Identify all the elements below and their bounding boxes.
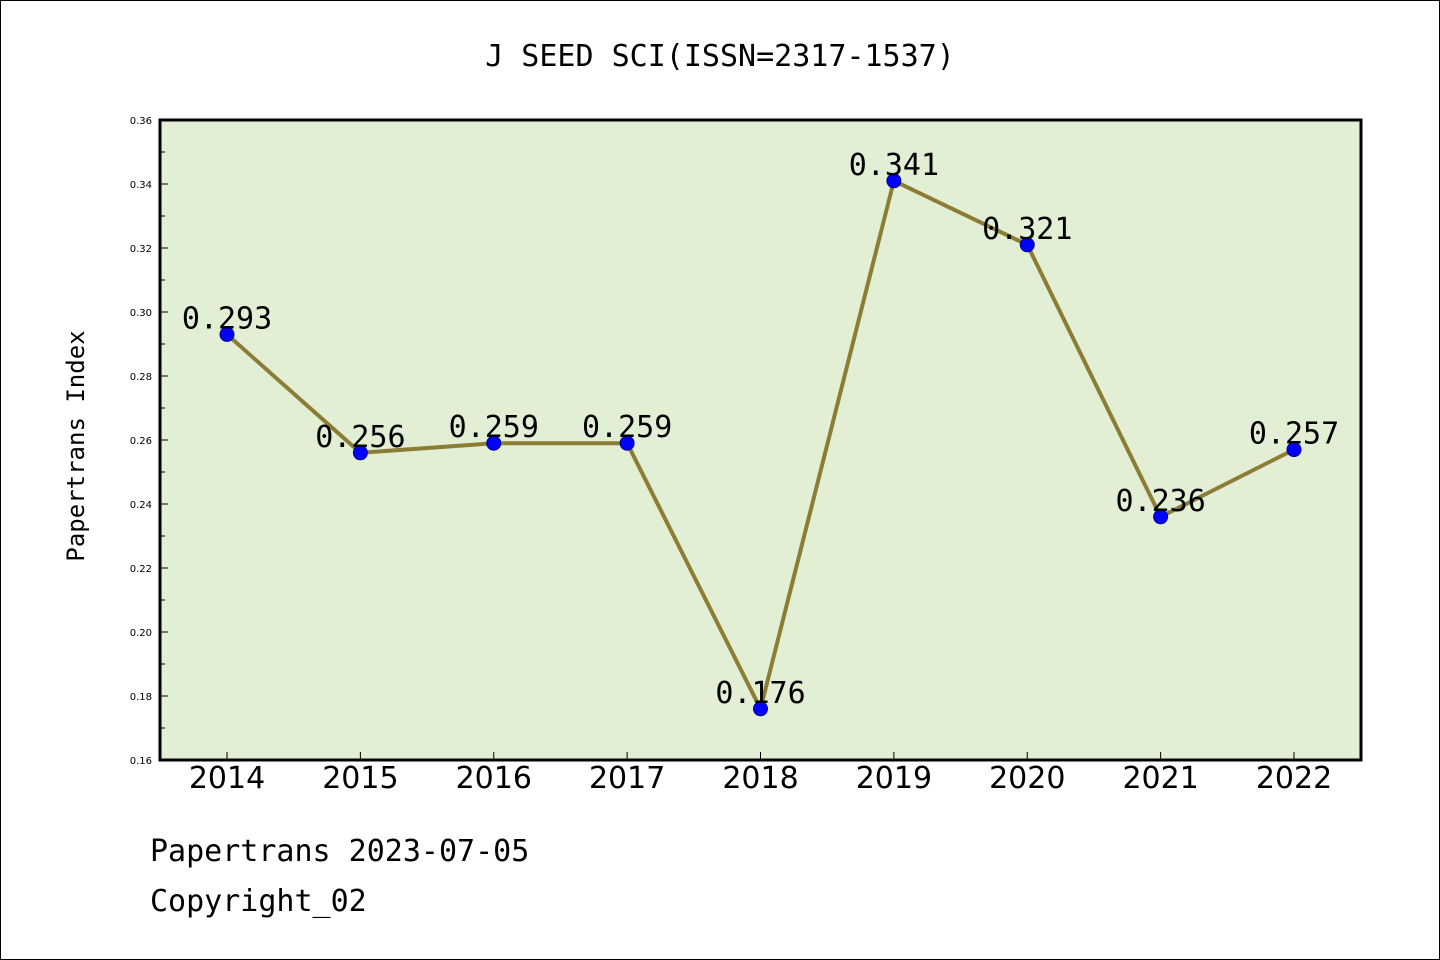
x-tick-label: 2020 <box>989 761 1065 796</box>
y-tick-label: 0.30 <box>130 308 152 319</box>
data-label: 0.257 <box>1249 417 1339 452</box>
data-point <box>219 326 235 342</box>
y-tick-label: 0.18 <box>130 692 152 703</box>
chart-title: J SEED SCI(ISSN=2317-1537) <box>485 39 955 74</box>
data-point <box>486 435 502 451</box>
y-tick-label: 0.22 <box>130 564 152 575</box>
x-tick-label: 2017 <box>589 761 665 796</box>
data-point <box>1286 442 1302 458</box>
x-tick-label: 2016 <box>456 761 532 796</box>
x-tick-label: 2015 <box>322 761 398 796</box>
data-label: 0.236 <box>1115 484 1205 519</box>
x-axis: 2014 2015 2016 2017 2018 2019 2020 2021 2022 <box>189 752 1332 796</box>
x-tick-label: 2014 <box>189 761 265 796</box>
data-point <box>619 435 635 451</box>
footer-date: Papertrans 2023-07-05 <box>150 834 530 869</box>
y-tick-label: 0.24 <box>130 500 152 511</box>
data-point <box>753 701 768 717</box>
y-tick-label: 0.32 <box>130 244 152 255</box>
y-tick-label: 0.20 <box>130 628 152 639</box>
data-label: 0.341 <box>849 148 939 183</box>
x-tick-label: 2019 <box>856 761 932 796</box>
data-label: 0.176 <box>715 676 805 711</box>
data-label: 0.293 <box>182 301 272 336</box>
data-point <box>352 445 368 461</box>
plot-area <box>158 118 1363 762</box>
x-tick-label: 2022 <box>1256 761 1332 796</box>
y-tick-label: 0.36 <box>130 116 152 127</box>
x-tick-label: 2018 <box>722 761 798 796</box>
y-axis: 0.16 0.18 0.20 0.22 0.24 0.26 0.28 0.30 0.32 0.34… <box>130 116 168 767</box>
y-tick-label: 0.34 <box>130 180 152 191</box>
data-label: 0.259 <box>449 410 539 445</box>
y-tick-label: 0.26 <box>130 436 152 447</box>
y-tick-label: 0.28 <box>130 372 152 383</box>
y-axis-label: Papertrans Index <box>62 330 90 561</box>
footer-copyright: Copyright_02 <box>150 884 367 919</box>
data-label: 0.321 <box>982 212 1072 247</box>
data-labels: 0.293 0.256 0.259 0.259 0.176 0.341 0.321 0.236… <box>182 148 1339 711</box>
data-label: 0.256 <box>315 420 405 455</box>
y-tick-label: 0.16 <box>130 756 152 767</box>
x-tick-label: 2021 <box>1122 761 1198 796</box>
data-label: 0.259 <box>582 410 672 445</box>
data-point <box>886 173 902 189</box>
markers <box>219 173 1302 717</box>
data-point <box>1019 237 1035 253</box>
data-point <box>1153 509 1169 525</box>
